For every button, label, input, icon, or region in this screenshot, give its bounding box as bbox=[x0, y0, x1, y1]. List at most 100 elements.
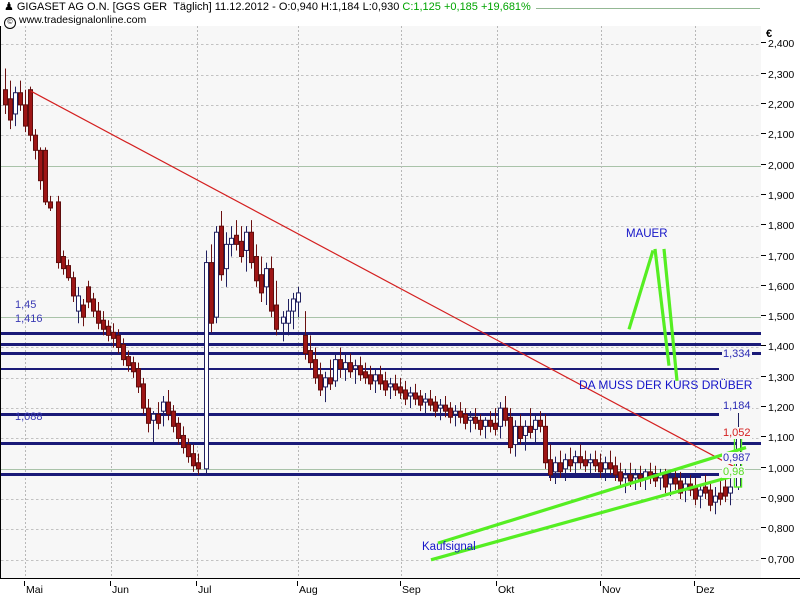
candle-body[interactable] bbox=[548, 459, 553, 476]
candle-body[interactable] bbox=[463, 413, 468, 424]
candle-body[interactable] bbox=[723, 486, 728, 497]
candle-body[interactable] bbox=[296, 292, 301, 303]
candle-body[interactable] bbox=[708, 489, 713, 506]
candle-body[interactable] bbox=[718, 492, 723, 500]
candle-body[interactable] bbox=[508, 416, 513, 449]
candle-body[interactable] bbox=[448, 407, 453, 418]
candle-body[interactable] bbox=[488, 419, 493, 427]
candle-body[interactable] bbox=[116, 334, 121, 348]
candle-body[interactable] bbox=[254, 256, 259, 282]
candle-body[interactable] bbox=[48, 201, 53, 209]
candle-body[interactable] bbox=[303, 334, 308, 355]
candle-body[interactable] bbox=[383, 380, 388, 391]
candle-body[interactable] bbox=[693, 486, 698, 500]
candle-body[interactable] bbox=[214, 231, 219, 318]
candle-body[interactable] bbox=[229, 237, 234, 245]
candle-body[interactable] bbox=[171, 410, 176, 427]
downtrend-resistance[interactable] bbox=[30, 90, 739, 470]
candle-body[interactable] bbox=[598, 462, 603, 473]
candle-body[interactable] bbox=[166, 401, 171, 415]
kaufsignal-upper[interactable] bbox=[437, 446, 747, 545]
candle-body[interactable] bbox=[538, 419, 543, 427]
candle-body[interactable] bbox=[61, 256, 66, 270]
candle-body[interactable] bbox=[224, 243, 229, 270]
candle-body[interactable] bbox=[498, 407, 503, 427]
candle-body[interactable] bbox=[438, 404, 443, 409]
candle-body[interactable] bbox=[358, 365, 363, 376]
candle-body[interactable] bbox=[204, 262, 209, 470]
candle-body[interactable] bbox=[608, 462, 613, 470]
candle-body[interactable] bbox=[678, 480, 683, 494]
candle-body[interactable] bbox=[219, 225, 224, 276]
candle-body[interactable] bbox=[563, 459, 568, 470]
candle-body[interactable] bbox=[493, 422, 498, 430]
candle-body[interactable] bbox=[196, 462, 201, 470]
candle-body[interactable] bbox=[433, 401, 438, 412]
candle-body[interactable] bbox=[106, 325, 111, 336]
candle-body[interactable] bbox=[161, 401, 166, 412]
candle-body[interactable] bbox=[473, 416, 478, 424]
candle-body[interactable] bbox=[578, 456, 583, 464]
candle-body[interactable] bbox=[628, 474, 633, 482]
candle-body[interactable] bbox=[328, 377, 333, 385]
candle-body[interactable] bbox=[368, 374, 373, 385]
candle-body[interactable] bbox=[393, 383, 398, 391]
candle-body[interactable] bbox=[353, 365, 358, 370]
candle-body[interactable] bbox=[528, 425, 533, 433]
candle-body[interactable] bbox=[668, 477, 673, 485]
candle-body[interactable] bbox=[533, 419, 538, 430]
candle-body[interactable] bbox=[8, 98, 13, 121]
candle-body[interactable] bbox=[18, 92, 23, 106]
candle-body[interactable] bbox=[518, 425, 523, 439]
candle-body[interactable] bbox=[43, 149, 48, 203]
candle-body[interactable] bbox=[3, 89, 8, 106]
candle-body[interactable] bbox=[503, 407, 508, 421]
candle-body[interactable] bbox=[318, 374, 323, 391]
kaufsignal-lower[interactable] bbox=[430, 471, 744, 562]
chart-annotation[interactable]: DA MUSS DER KURS DRÜBER bbox=[579, 378, 753, 392]
candle-body[interactable] bbox=[38, 149, 43, 182]
mauer-line-2[interactable] bbox=[653, 248, 671, 366]
candle-body[interactable] bbox=[176, 422, 181, 439]
candle-body[interactable] bbox=[443, 404, 448, 412]
candle-body[interactable] bbox=[23, 104, 28, 127]
candle-body[interactable] bbox=[333, 359, 338, 382]
candle-body[interactable] bbox=[418, 395, 423, 406]
candle-body[interactable] bbox=[121, 343, 126, 361]
candle-body[interactable] bbox=[264, 268, 269, 288]
candle-body[interactable] bbox=[33, 134, 38, 151]
candle-body[interactable] bbox=[603, 462, 608, 470]
candle-body[interactable] bbox=[663, 474, 668, 488]
candle-body[interactable] bbox=[28, 89, 33, 136]
candle-body[interactable] bbox=[66, 265, 71, 279]
candle-body[interactable] bbox=[91, 298, 96, 312]
candle-body[interactable] bbox=[398, 386, 403, 394]
candle-body[interactable] bbox=[403, 389, 408, 400]
candle-body[interactable] bbox=[186, 444, 191, 458]
mauer-line-1[interactable] bbox=[627, 249, 655, 330]
candle-body[interactable] bbox=[543, 425, 548, 464]
candle-body[interactable] bbox=[146, 407, 151, 424]
candle-body[interactable] bbox=[428, 398, 433, 406]
candle-body[interactable] bbox=[259, 274, 264, 294]
candle-body[interactable] bbox=[156, 413, 161, 424]
candle-body[interactable] bbox=[468, 416, 473, 421]
time-axis[interactable]: Mai Jun Jul Aug Sep Okt Nov Dez bbox=[0, 578, 800, 600]
mauer-line-3[interactable] bbox=[662, 248, 679, 382]
candle-body[interactable] bbox=[244, 231, 249, 251]
candle-body[interactable] bbox=[181, 434, 186, 449]
candle-body[interactable] bbox=[483, 419, 488, 427]
price-level-line[interactable] bbox=[1, 413, 719, 416]
candle-body[interactable] bbox=[13, 92, 18, 115]
candle-body[interactable] bbox=[96, 310, 101, 324]
candle-body[interactable] bbox=[408, 392, 413, 397]
candle-body[interactable] bbox=[378, 374, 383, 385]
candle-body[interactable] bbox=[56, 201, 61, 264]
candle-body[interactable] bbox=[618, 471, 623, 482]
candle-body[interactable] bbox=[348, 362, 353, 373]
candle-body[interactable] bbox=[141, 383, 146, 409]
chart-annotation[interactable]: Kaufsignal bbox=[422, 541, 476, 553]
candle-body[interactable] bbox=[623, 474, 628, 479]
candle-body[interactable] bbox=[269, 268, 274, 312]
candle-body[interactable] bbox=[513, 425, 518, 446]
